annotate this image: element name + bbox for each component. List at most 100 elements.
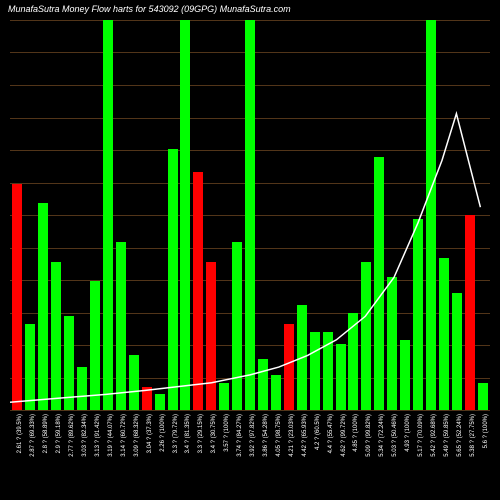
bar xyxy=(271,375,281,410)
bar-slot xyxy=(348,20,359,410)
x-label: 2.8 ? (58.89%) xyxy=(43,414,49,453)
x-label: 3.04 ? (37.3%) xyxy=(147,414,153,453)
bar-slot xyxy=(270,20,281,410)
bar xyxy=(90,281,100,410)
label-slot: 4.85 ? (100%) xyxy=(348,410,359,500)
chart-container: MunafaSutra Money Flow harts for 543092 … xyxy=(0,0,500,500)
bar xyxy=(168,149,178,410)
bar xyxy=(193,172,203,410)
label-slot: 5.65 ? (52.24%) xyxy=(451,410,462,500)
bar xyxy=(284,324,294,410)
label-slot: 4.2 ? (60.5%) xyxy=(309,410,320,500)
label-slot: 2.26 ? (100%) xyxy=(154,410,165,500)
bar xyxy=(51,262,61,410)
label-slot: 5.42 ? (92.68%) xyxy=(426,410,437,500)
x-label: 3.03 ? (82.34%) xyxy=(82,414,88,457)
bar-slot xyxy=(38,20,49,410)
label-slot: 3.13 ? (91.42%) xyxy=(90,410,101,500)
label-slot: 3.4 ? (30.75%) xyxy=(206,410,217,500)
x-label: 4.93 ? (100%) xyxy=(405,414,411,452)
label-slot: 4.4 ? (55.47%) xyxy=(322,410,333,500)
x-label: 3.19 ? (44.07%) xyxy=(108,414,114,457)
label-slot: 5.17 ? (70.09%) xyxy=(413,410,424,500)
label-slot: 3.04 ? (37.3%) xyxy=(141,410,152,500)
bar-slot xyxy=(141,20,152,410)
label-slot: 4.21 ? (23.03%) xyxy=(283,410,294,500)
bar-slot xyxy=(477,20,488,410)
bar xyxy=(478,383,488,410)
bar-slot xyxy=(77,20,88,410)
label-slot: 5.38 ? (27.75%) xyxy=(464,410,475,500)
x-label: 5.65 ? (52.24%) xyxy=(457,414,463,457)
x-label: 2.26 ? (100%) xyxy=(160,414,166,452)
bar-slot xyxy=(296,20,307,410)
label-slot: 3.3 ? (29.15%) xyxy=(193,410,204,500)
bar-slot xyxy=(361,20,372,410)
label-slot: 3.19 ? (44.07%) xyxy=(102,410,113,500)
bar-slot xyxy=(335,20,346,410)
bar-slot xyxy=(102,20,113,410)
x-label: 5.34 ? (72.24%) xyxy=(379,414,385,457)
label-slot: 3.86 ? (54.28%) xyxy=(258,410,269,500)
bar xyxy=(465,215,475,410)
x-label: 4.4 ? (55.47%) xyxy=(328,414,334,453)
bar-slot xyxy=(232,20,243,410)
x-label: 3.92 ? (97.82%) xyxy=(250,414,256,457)
bar-slot xyxy=(322,20,333,410)
bar-slot xyxy=(154,20,165,410)
bar xyxy=(12,184,22,410)
bar xyxy=(116,242,126,410)
bar xyxy=(439,258,449,410)
bar xyxy=(180,20,190,410)
x-label: 3.14 ? (60.72%) xyxy=(121,414,127,457)
x-label: 2.9 ? (59.18%) xyxy=(56,414,62,453)
x-label: 3.86 ? (54.28%) xyxy=(263,414,269,457)
bar-slot xyxy=(283,20,294,410)
bars-container xyxy=(10,20,490,410)
label-slot: 3.57 ? (100%) xyxy=(219,410,230,500)
label-slot: 5.03 ? (50.46%) xyxy=(387,410,398,500)
bar xyxy=(103,20,113,410)
bar xyxy=(348,313,358,411)
label-slot: 3.09 ? (68.32%) xyxy=(128,410,139,500)
x-label: 5.17 ? (70.09%) xyxy=(418,414,424,457)
bar xyxy=(426,20,436,410)
x-label: 2.61 ? (39.5%) xyxy=(17,414,23,453)
label-slot: 2.8 ? (58.89%) xyxy=(38,410,49,500)
bar xyxy=(400,340,410,410)
x-labels: 2.61 ? (39.5%)2.87 ? (69.33%)2.8 ? (58.8… xyxy=(10,410,490,500)
bar-slot xyxy=(258,20,269,410)
label-slot: 2.77 ? (89.62%) xyxy=(64,410,75,500)
bar-slot xyxy=(115,20,126,410)
bar-slot xyxy=(180,20,191,410)
bar-slot xyxy=(426,20,437,410)
label-slot: 5.09 ? (99.82%) xyxy=(361,410,372,500)
label-slot: 4.42 ? (65.93%) xyxy=(296,410,307,500)
bar-slot xyxy=(193,20,204,410)
bar-slot xyxy=(12,20,23,410)
bar-slot xyxy=(451,20,462,410)
bar xyxy=(142,387,152,410)
bar xyxy=(310,332,320,410)
x-label: 5.42 ? (92.68%) xyxy=(431,414,437,457)
x-label: 3.3 ? (29.15%) xyxy=(198,414,204,453)
x-label: 4.62 ? (99.72%) xyxy=(341,414,347,457)
bar-slot xyxy=(309,20,320,410)
x-label: 4.05 ? (98.75%) xyxy=(276,414,282,457)
bar xyxy=(323,332,333,410)
bar xyxy=(25,324,35,410)
bar-slot xyxy=(374,20,385,410)
bar xyxy=(129,355,139,410)
bar-slot xyxy=(245,20,256,410)
x-label: 4.42 ? (65.93%) xyxy=(302,414,308,457)
bar xyxy=(258,359,268,410)
bar-slot xyxy=(219,20,230,410)
x-label: 3.3 ? (79.72%) xyxy=(173,414,179,453)
bar xyxy=(232,242,242,410)
label-slot: 2.61 ? (39.5%) xyxy=(12,410,23,500)
bar xyxy=(336,344,346,410)
bar-slot xyxy=(464,20,475,410)
x-label: 3.4 ? (81.35%) xyxy=(185,414,191,453)
bar-slot xyxy=(128,20,139,410)
x-label: 5.49 ? (59.85%) xyxy=(444,414,450,457)
